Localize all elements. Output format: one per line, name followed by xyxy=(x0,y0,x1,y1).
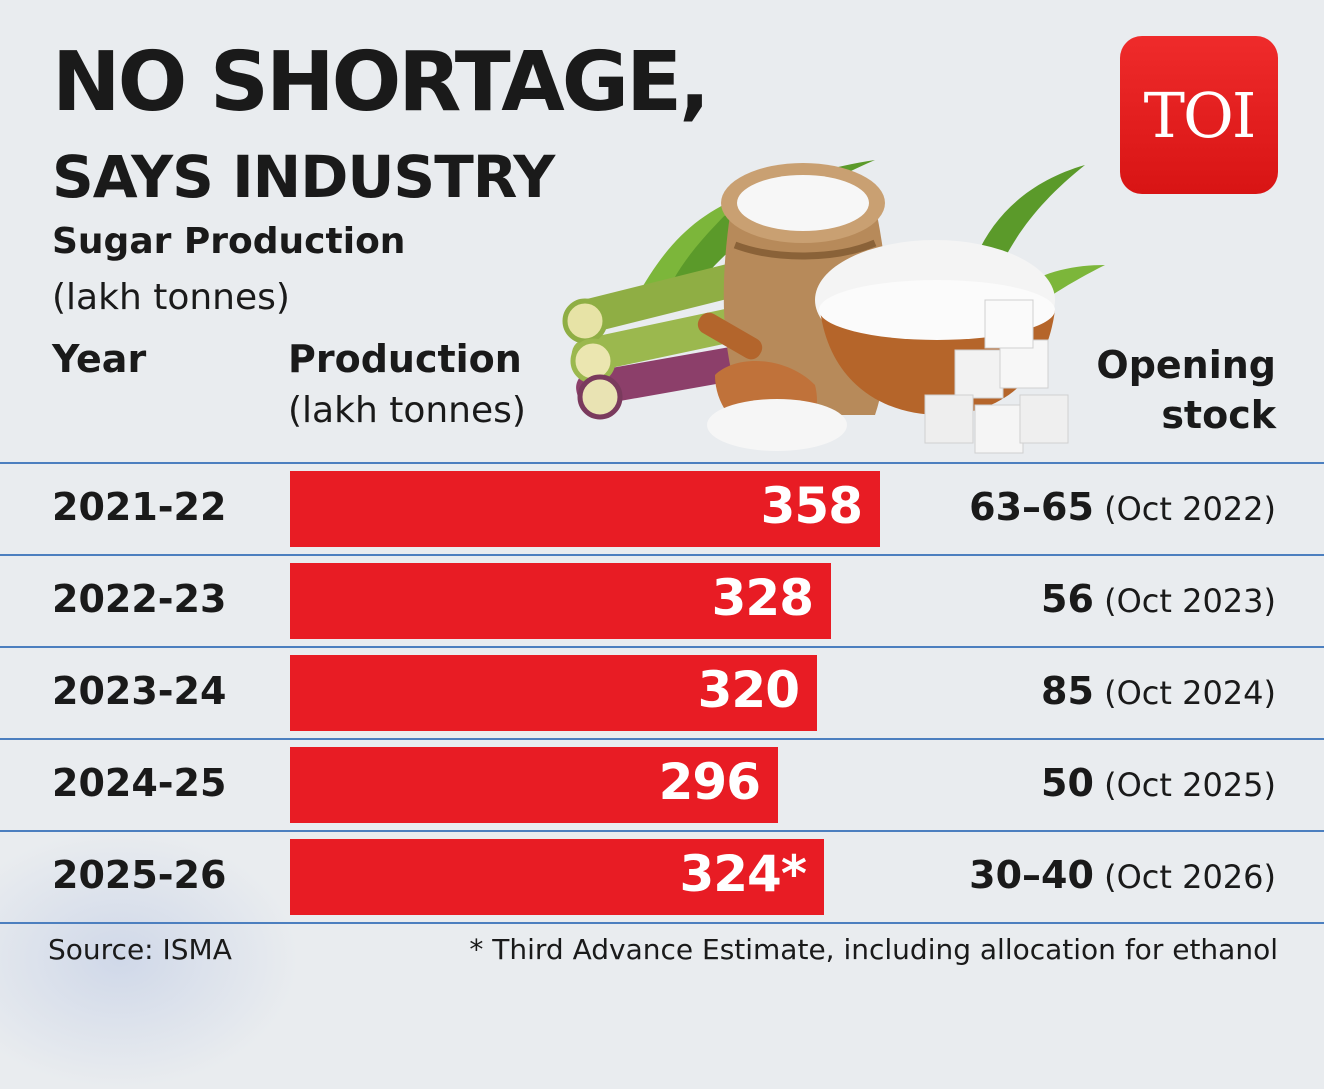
column-header-production: Production xyxy=(288,337,522,381)
year-label: 2023-24 xyxy=(52,669,227,713)
title-line-2: SAYS INDUSTRY xyxy=(52,143,555,211)
table-row: 2022-23 328 56 (Oct 2023) xyxy=(0,554,1324,648)
table-row: 2024-25 296 50 (Oct 2025) xyxy=(0,738,1324,832)
opening-stock-value: 85 xyxy=(1041,669,1094,713)
table-row: 2025-26 324* 30–40 (Oct 2026) xyxy=(0,830,1324,924)
opening-stock-date: (Oct 2023) xyxy=(1093,582,1276,620)
column-header-opening-stock-line1: Opening xyxy=(1096,343,1276,387)
opening-stock-date: (Oct 2024) xyxy=(1093,674,1276,712)
production-value-label: 324* xyxy=(679,845,807,903)
production-bar xyxy=(290,839,824,915)
opening-stock-cell: 30–40 (Oct 2026) xyxy=(969,856,1276,894)
opening-stock-value: 50 xyxy=(1041,761,1094,805)
opening-stock-value: 56 xyxy=(1041,577,1094,621)
opening-stock-cell: 63–65 (Oct 2022) xyxy=(969,488,1276,526)
column-header-opening-stock-line2: stock xyxy=(1161,393,1276,438)
production-value-label: 320 xyxy=(697,661,800,719)
opening-stock-date: (Oct 2025) xyxy=(1093,766,1276,804)
opening-stock-cell: 56 (Oct 2023) xyxy=(1041,580,1276,618)
table-row: 2023-24 320 85 (Oct 2024) xyxy=(0,646,1324,740)
column-header-year: Year xyxy=(52,337,147,381)
subtitle: Sugar Production xyxy=(52,221,406,262)
opening-stock-value: 63–65 xyxy=(969,485,1094,529)
sugar-cubes-icon xyxy=(924,299,1069,454)
year-label: 2022-23 xyxy=(52,577,227,621)
opening-stock-cell: 85 (Oct 2024) xyxy=(1041,672,1276,710)
production-value-label: 328 xyxy=(711,569,814,627)
sugar-scoop-icon xyxy=(697,312,847,451)
production-bar xyxy=(290,747,778,823)
sugar-illustration xyxy=(562,160,1105,454)
column-header-production-unit: (lakh tonnes) xyxy=(288,390,526,431)
production-bar xyxy=(290,471,880,547)
infographic: NO SHORTAGE, SAYS INDUSTRY Sugar Product… xyxy=(0,35,1324,1089)
production-bar xyxy=(290,563,831,639)
subtitle-unit: (lakh tonnes) xyxy=(52,277,290,318)
year-label: 2024-25 xyxy=(52,761,227,805)
opening-stock-date: (Oct 2026) xyxy=(1093,858,1276,896)
bottom-divider xyxy=(0,922,1324,924)
production-value-label: 296 xyxy=(658,753,761,811)
year-label: 2021-22 xyxy=(52,485,227,529)
toi-logo[interactable]: TOI xyxy=(1120,36,1278,194)
opening-stock-value: 30–40 xyxy=(969,853,1094,897)
opening-stock-cell: 50 (Oct 2025) xyxy=(1041,764,1276,802)
table-row: 2021-22 358 63–65 (Oct 2022) xyxy=(0,462,1324,556)
production-bar xyxy=(290,655,817,731)
footnote: * Third Advance Estimate, including allo… xyxy=(469,933,1278,966)
opening-stock-date: (Oct 2022) xyxy=(1093,490,1276,528)
production-value-label: 358 xyxy=(760,477,863,535)
chart-rows: 2021-22 358 63–65 (Oct 2022) 2022-23 328 56 (… xyxy=(0,462,1324,922)
title-line-1: NO SHORTAGE, xyxy=(52,35,710,130)
source-note: Source: ISMA xyxy=(48,933,232,966)
column-header-opening-stock: Opening stock xyxy=(1016,340,1276,440)
year-label: 2025-26 xyxy=(52,853,227,897)
